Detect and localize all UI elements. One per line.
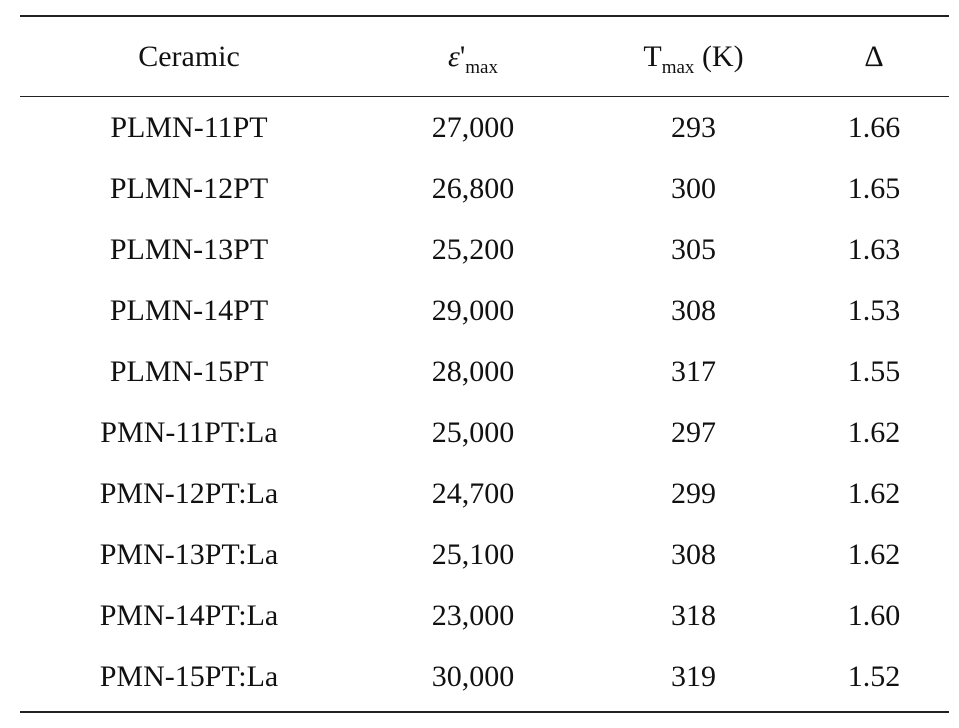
table-row: PMN-14PT:La 23,000 318 1.60	[20, 585, 949, 646]
header-eps-max: ε'max	[358, 39, 588, 77]
cell-t-max: 305	[671, 232, 716, 266]
cell-eps-max: 24,700	[431, 476, 515, 510]
table-row: PLMN-12PT 26,800 300 1.65	[20, 158, 949, 219]
top-rule	[20, 15, 949, 17]
cell-delta: 1.62	[847, 476, 901, 510]
eps-subscript: max	[465, 56, 498, 78]
header-ceramic-label: Ceramic	[138, 39, 240, 73]
table-body: PLMN-11PT 27,000 293 1.66 PLMN-12PT 26,8…	[20, 97, 949, 711]
header-rule	[20, 96, 949, 97]
cell-eps-max: 23,000	[431, 598, 515, 632]
cell-eps-max: 30,000	[431, 659, 515, 693]
table-row: PMN-11PT:La 25,000 297 1.62	[20, 402, 949, 463]
cell-delta: 1.66	[847, 110, 901, 144]
cell-eps-max: 25,100	[431, 537, 515, 571]
t-symbol: T	[643, 39, 662, 73]
header-ceramic: Ceramic	[20, 39, 358, 73]
cell-t-max: 308	[671, 293, 716, 327]
cell-eps-max: 28,000	[431, 354, 515, 388]
table-row: PMN-12PT:La 24,700 299 1.62	[20, 463, 949, 524]
table-row: PLMN-15PT 28,000 317 1.55	[20, 341, 949, 402]
cell-ceramic: PMN-15PT:La	[99, 659, 279, 693]
cell-t-max: 308	[671, 537, 716, 571]
cell-eps-max: 27,000	[431, 110, 515, 144]
cell-eps-max: 25,200	[431, 232, 515, 266]
cell-t-max: 293	[671, 110, 716, 144]
cell-t-max: 297	[671, 415, 716, 449]
cell-ceramic: PLMN-14PT	[109, 293, 269, 327]
header-t-max: Tmax (K)	[588, 39, 799, 77]
t-subscript: max	[661, 56, 695, 78]
table-row: PMN-15PT:La 30,000 319 1.52	[20, 646, 949, 707]
cell-t-max: 318	[671, 598, 716, 632]
cell-delta: 1.52	[847, 659, 901, 693]
cell-ceramic: PMN-11PT:La	[100, 415, 278, 449]
table-row: PLMN-13PT 25,200 305 1.63	[20, 219, 949, 280]
cell-delta: 1.65	[847, 171, 901, 205]
t-unit: (K)	[694, 39, 744, 73]
cell-ceramic: PMN-13PT:La	[99, 537, 279, 571]
eps-prime: '	[459, 39, 466, 73]
cell-ceramic: PMN-14PT:La	[99, 598, 279, 632]
cell-eps-max: 26,800	[431, 171, 515, 205]
eps-symbol: ε	[448, 39, 460, 73]
header-delta: Δ	[799, 39, 949, 73]
header-row: Ceramic ε'max Tmax (K) Δ	[20, 17, 949, 96]
cell-delta: 1.60	[847, 598, 901, 632]
cell-ceramic: PLMN-11PT	[110, 110, 268, 144]
table-row: PMN-13PT:La 25,100 308 1.62	[20, 524, 949, 585]
cell-delta: 1.55	[847, 354, 901, 388]
cell-ceramic: PLMN-15PT	[109, 354, 269, 388]
cell-ceramic: PLMN-12PT	[109, 171, 269, 205]
cell-delta: 1.62	[847, 415, 901, 449]
cell-ceramic: PMN-12PT:La	[99, 476, 279, 510]
table-row: PLMN-11PT 27,000 293 1.66	[20, 97, 949, 158]
cell-delta: 1.53	[847, 293, 901, 327]
cell-eps-max: 25,000	[431, 415, 515, 449]
cell-eps-max: 29,000	[431, 293, 515, 327]
cell-delta: 1.62	[847, 537, 901, 571]
cell-t-max: 300	[671, 171, 716, 205]
data-table: Ceramic ε'max Tmax (K) Δ PLMN-11PT 27,00…	[20, 15, 949, 713]
bottom-rule	[20, 711, 949, 713]
cell-t-max: 319	[671, 659, 716, 693]
cell-delta: 1.63	[847, 232, 901, 266]
table-row: PLMN-14PT 29,000 308 1.53	[20, 280, 949, 341]
cell-t-max: 317	[671, 354, 716, 388]
cell-t-max: 299	[671, 476, 716, 510]
cell-ceramic: PLMN-13PT	[109, 232, 269, 266]
delta-symbol: Δ	[864, 39, 884, 73]
